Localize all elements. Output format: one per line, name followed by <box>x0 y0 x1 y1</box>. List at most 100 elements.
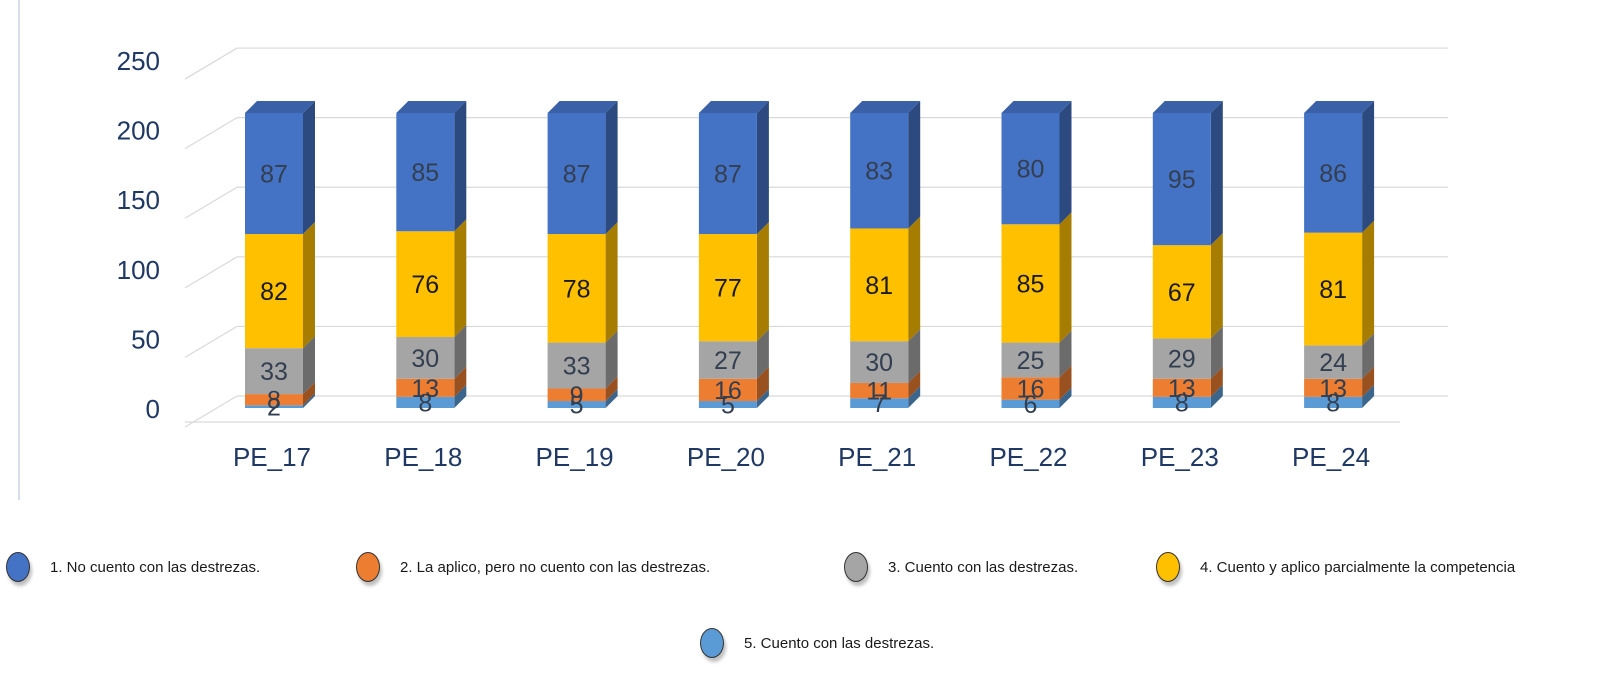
bar-PE_17-s3 <box>245 234 303 349</box>
bar-PE_22-s1 <box>1001 377 1060 400</box>
bar-PE_17-s1 <box>245 394 303 406</box>
legend-item-1: 1. No cuento con las destrezas. <box>6 552 260 582</box>
bar-PE_20-s3 <box>698 234 757 342</box>
gridline-side-100 <box>184 256 238 289</box>
bar-PE_19-s3 <box>547 234 606 343</box>
data-label-PE_21-s2: 30 <box>865 349 893 377</box>
bar-side-PE_19-s1 <box>605 376 618 402</box>
legend-item-3: 3. Cuento con las destrezas. <box>844 552 1078 582</box>
data-label-PE_18-s2: 30 <box>411 345 439 373</box>
bar-side-PE_22-s3 <box>1059 212 1072 343</box>
bar-side-PE_23-s4 <box>1210 100 1223 246</box>
bar-side-PE_22-s0 <box>1059 387 1072 408</box>
bar-side-PE_22-s2 <box>1059 330 1072 378</box>
y-tick-label-0: 0 <box>146 394 160 424</box>
bar-PE_18-s4 <box>396 112 455 232</box>
bar-PE_20-s4 <box>698 112 757 235</box>
bar-side-PE_24-s4 <box>1362 100 1375 233</box>
data-label-PE_18-s0: 8 <box>418 389 432 417</box>
legend-item-5: 5. Cuento con las destrezas. <box>700 628 934 658</box>
bar-top-PE_18 <box>396 100 467 113</box>
bar-PE_18-s3 <box>396 231 455 338</box>
data-label-PE_19-s2: 33 <box>563 353 591 381</box>
bar-side-PE_20-s0 <box>756 389 769 408</box>
legend-marker-3 <box>844 552 868 582</box>
bar-side-PE_20-s4 <box>756 100 769 235</box>
bar-side-PE_21-s1 <box>908 370 921 399</box>
data-label-PE_22-s3: 85 <box>1017 270 1045 298</box>
legend-marker-1 <box>6 552 30 582</box>
bar-PE_21-s1 <box>850 382 909 399</box>
bar-PE_18-s1 <box>396 378 455 397</box>
y-tick-label-200: 200 <box>117 116 160 146</box>
legend-label-1: 1. No cuento con las destrezas. <box>50 558 261 576</box>
data-label-PE_23-s1: 13 <box>1168 375 1196 403</box>
bar-PE_19-s4 <box>547 112 606 235</box>
bar-PE_18-s0 <box>396 396 455 408</box>
x-tick-label-PE_21: PE_21 <box>838 442 916 472</box>
data-label-PE_17-s4: 87 <box>260 160 288 188</box>
data-label-PE_20-s4: 87 <box>714 160 742 188</box>
legend-label-2: 2. La aplico, pero no cuento con las des… <box>400 558 711 576</box>
x-tick-label-PE_23: PE_23 <box>1141 442 1219 472</box>
data-label-PE_19-s3: 78 <box>563 275 591 303</box>
bar-PE_24-s3 <box>1304 232 1363 346</box>
legend-marker-5 <box>700 628 724 658</box>
data-label-PE_24-s3: 81 <box>1319 276 1347 304</box>
bar-PE_22-s0 <box>1001 399 1060 408</box>
data-label-PE_24-s2: 24 <box>1319 349 1347 377</box>
legend-label-5: 5. Cuento con las destrezas. <box>744 634 935 652</box>
bar-side-PE_18-s0 <box>454 384 467 408</box>
data-label-PE_17-s3: 82 <box>260 278 288 306</box>
data-label-PE_22-s1: 16 <box>1017 376 1045 404</box>
data-label-PE_19-s1: 9 <box>570 382 584 410</box>
bar-PE_23-s2 <box>1152 338 1211 379</box>
data-label-PE_17-s0: 2 <box>267 394 281 422</box>
bar-PE_20-s0 <box>698 401 757 408</box>
bar-top-PE_19 <box>547 100 618 113</box>
bar-side-PE_23-s2 <box>1210 326 1223 379</box>
bar-PE_19-s1 <box>547 388 606 402</box>
bar-side-PE_18-s3 <box>454 219 467 338</box>
data-label-PE_24-s0: 8 <box>1326 389 1340 417</box>
bar-side-PE_21-s0 <box>908 386 921 408</box>
bar-side-PE_17-s3 <box>303 222 315 349</box>
data-label-PE_22-s2: 25 <box>1017 347 1045 375</box>
bar-PE_23-s0 <box>1152 396 1211 408</box>
bar-PE_21-s2 <box>850 341 909 383</box>
bar-side-PE_24-s3 <box>1362 220 1375 346</box>
bar-PE_22-s3 <box>1001 224 1060 343</box>
bar-PE_22-s2 <box>1001 342 1060 378</box>
bar-PE_23-s4 <box>1152 112 1211 246</box>
data-label-PE_20-s2: 27 <box>714 347 742 375</box>
bar-side-PE_22-s4 <box>1059 100 1072 225</box>
data-label-PE_24-s1: 13 <box>1319 375 1347 403</box>
bar-side-PE_19-s3 <box>605 222 618 343</box>
bar-PE_24-s1 <box>1304 378 1363 397</box>
chart-legend: 1. No cuento con las destrezas. 2. La ap… <box>0 548 1620 684</box>
x-tick-label-PE_19: PE_19 <box>536 442 614 472</box>
chart-svg: 05010015020025028338287PE_17813307685PE_… <box>18 0 1448 500</box>
data-label-PE_22-s0: 6 <box>1024 391 1038 419</box>
bar-side-PE_23-s0 <box>1210 384 1223 408</box>
data-label-PE_17-s1: 8 <box>267 387 281 415</box>
bar-PE_24-s2 <box>1304 345 1363 379</box>
bar-PE_23-s3 <box>1152 245 1211 339</box>
data-label-PE_24-s4: 86 <box>1319 160 1347 188</box>
bar-PE_18-s2 <box>396 337 455 379</box>
bar-top-PE_24 <box>1304 100 1375 113</box>
gridline-side-150 <box>184 186 238 219</box>
data-label-PE_23-s0: 8 <box>1175 389 1189 417</box>
bar-side-PE_22-s1 <box>1059 365 1072 400</box>
data-label-PE_20-s0: 5 <box>721 392 735 420</box>
legend-item-2: 2. La aplico, pero no cuento con las des… <box>356 552 710 582</box>
data-label-PE_21-s0: 7 <box>872 390 886 418</box>
bar-side-PE_18-s1 <box>454 366 467 397</box>
bar-side-PE_21-s2 <box>908 329 921 383</box>
bar-PE_24-s4 <box>1304 112 1363 233</box>
data-label-PE_21-s3: 81 <box>865 272 893 300</box>
bar-top-PE_22 <box>1001 100 1072 113</box>
bar-side-PE_17-s1 <box>303 382 315 406</box>
x-tick-label-PE_18: PE_18 <box>384 442 462 472</box>
